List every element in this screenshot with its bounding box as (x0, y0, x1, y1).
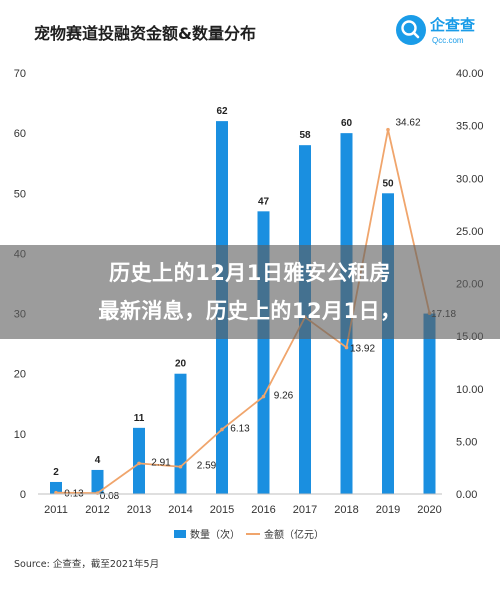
right-tick-label: 5.00 (456, 436, 477, 448)
left-tick-label: 70 (14, 68, 26, 80)
bar (382, 193, 394, 495)
logo-name: 企查查 (429, 16, 476, 34)
line-value-label: 9.26 (274, 391, 294, 402)
left-tick-label: 50 (14, 188, 26, 200)
line-value-label: 0.08 (100, 491, 120, 502)
bar-value-label: 11 (134, 413, 145, 424)
right-tick-label: 30.00 (456, 173, 484, 185)
line-point (386, 127, 390, 132)
amount-line (55, 129, 431, 495)
x-tick-label: 2019 (376, 504, 400, 516)
left-tick-label: 0 (20, 489, 26, 501)
left-tick-label: 60 (14, 128, 26, 140)
x-tick-label: 2018 (334, 504, 358, 516)
line-value-label: 2.59 (197, 461, 217, 472)
line-value-label: 13.92 (350, 343, 375, 354)
line-value-label: 6.13 (230, 423, 250, 434)
right-tick-label: 25.00 (456, 226, 484, 238)
legend-bar-label: 数量（次） (190, 528, 240, 541)
right-y-axis: 0.005.0010.0015.0020.0025.0030.0035.0040… (456, 68, 484, 501)
bar (133, 427, 145, 494)
right-tick-label: 40.00 (456, 68, 484, 80)
x-tick-label: 2014 (168, 504, 192, 516)
line-point (137, 461, 141, 466)
title-overlay-banner: 历史上的12月1日雅安公租房 最新消息，历史上的12月1日， (0, 245, 500, 339)
magnifier-icon (401, 20, 417, 36)
logo-mark-icon (396, 15, 426, 45)
x-tick-label: 2011 (44, 504, 68, 516)
chart-title: 宠物赛道投融资金额&数量分布 (34, 24, 256, 43)
line-point (220, 427, 224, 432)
overlay-line-2: 最新消息，历史上的12月1日， (98, 299, 402, 323)
line-value-label: 34.62 (395, 118, 420, 129)
bar-value-label: 60 (341, 118, 353, 129)
line-point (344, 345, 349, 350)
bar (50, 481, 62, 494)
right-tick-label: 35.00 (456, 121, 484, 133)
bar-value-label: 2 (53, 467, 59, 478)
bar-value-label: 4 (95, 455, 101, 466)
line-point (178, 464, 183, 469)
bar (91, 469, 104, 494)
bar-value-label: 58 (299, 130, 311, 141)
source-note: Source: 企查查，截至2021年5月 (14, 558, 159, 570)
bar (423, 313, 436, 494)
x-tick-label: 2016 (251, 504, 275, 516)
x-tick-label: 2013 (127, 504, 151, 516)
left-tick-label: 10 (14, 429, 26, 441)
logo: 企查查 Qcc.com (396, 15, 476, 45)
bar-value-label: 50 (382, 178, 394, 189)
bar (174, 373, 187, 494)
line-value-label: 2.91 (151, 457, 171, 468)
bar-value-label: 47 (258, 196, 270, 207)
line-point (261, 394, 266, 399)
legend-line-label: 金额（亿元） (264, 528, 324, 541)
x-tick-label: 2012 (85, 504, 109, 516)
logo-subtitle: Qcc.com (432, 36, 464, 45)
right-tick-label: 0.00 (456, 489, 477, 501)
left-tick-label: 20 (14, 369, 26, 381)
x-axis: 2011 2012 2013 2014 2015 2016 2017 2018 2019 2020 (38, 493, 442, 516)
x-tick-label: 2020 (417, 504, 441, 516)
bar-value-label: 20 (175, 359, 187, 370)
x-tick-label: 2017 (293, 504, 317, 516)
overlay-line-1: 历史上的12月1日雅安公租房 (109, 261, 391, 285)
legend: 数量（次） 金额（亿元） (174, 528, 324, 541)
bar-value-label: 62 (216, 106, 228, 117)
x-tick-label: 2015 (210, 504, 234, 516)
legend-bar-swatch (174, 530, 186, 538)
right-tick-label: 10.00 (456, 384, 484, 396)
